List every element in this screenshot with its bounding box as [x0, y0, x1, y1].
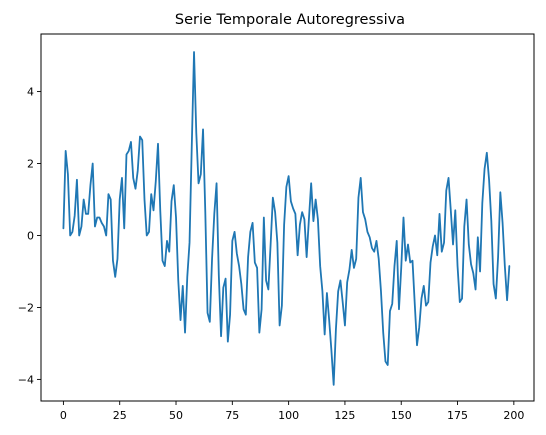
x-tick-label: 150 [391, 409, 412, 422]
x-tick-label: 200 [503, 409, 524, 422]
chart-title: Serie Temporale Autoregressiva [175, 12, 405, 28]
plot-frame [40, 33, 535, 402]
y-tick-label: 2 [27, 158, 34, 171]
y-tick-label: 4 [27, 86, 34, 99]
x-axis: 0 25 50 75 100 125 150 175 200 [60, 401, 524, 422]
x-tick-label: 175 [447, 409, 468, 422]
series-line [62, 51, 511, 386]
x-tick-label: 25 [113, 409, 127, 422]
x-tick-label: 100 [278, 409, 299, 422]
x-tick-label: 0 [60, 409, 67, 422]
plot-area [40, 33, 535, 402]
x-tick-label: 75 [225, 409, 239, 422]
x-tick-label: 125 [334, 409, 355, 422]
y-axis: −4 −2 0 2 4 [18, 86, 41, 386]
x-tick-label: 50 [169, 409, 183, 422]
y-tick-label: 0 [27, 229, 34, 242]
y-tick-label: −2 [18, 301, 34, 314]
y-tick-label: −4 [18, 373, 34, 386]
